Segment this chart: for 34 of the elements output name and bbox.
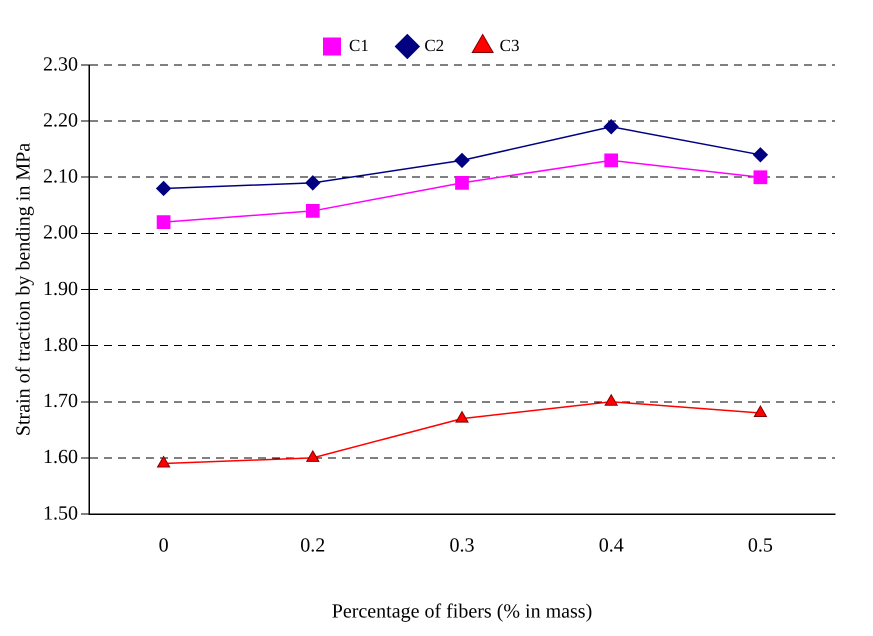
y-tick-label: 2.00 xyxy=(43,222,78,244)
x-tick-label: 0.3 xyxy=(450,534,474,556)
x-tick-label: 0.2 xyxy=(300,534,326,556)
point xyxy=(454,152,470,168)
y-tick-label: 1.80 xyxy=(43,334,78,356)
point xyxy=(754,405,767,417)
x-tick-label: 0.4 xyxy=(598,534,624,556)
y-tick-label: 2.30 xyxy=(43,53,78,76)
legend-label: C3 xyxy=(500,36,520,55)
point xyxy=(752,147,768,162)
point xyxy=(305,175,320,190)
point xyxy=(455,411,469,423)
point xyxy=(604,119,619,134)
x-tick-label: 0.5 xyxy=(748,534,773,556)
y-tick-label: 1.60 xyxy=(43,446,78,468)
x-axis-title: Percentage of fibers (% in mass) xyxy=(332,600,592,622)
y-tick-label: 2.20 xyxy=(43,109,78,132)
y-tick-label: 1.70 xyxy=(43,390,78,412)
point xyxy=(156,180,172,196)
point xyxy=(754,170,768,184)
point xyxy=(157,456,170,468)
legend-label: C1 xyxy=(348,36,369,55)
point xyxy=(604,154,618,168)
point xyxy=(306,204,320,218)
point xyxy=(455,176,469,190)
x-tick-label: 0 xyxy=(158,534,169,556)
y-tick-label: 2.10 xyxy=(43,166,78,188)
y-tick-label: 1.90 xyxy=(43,278,78,300)
point xyxy=(156,215,170,230)
point xyxy=(604,394,618,406)
y-axis-title: Strain of traction by bending in MPa xyxy=(12,142,34,436)
legend-label: C2 xyxy=(424,36,444,55)
point xyxy=(306,450,320,462)
y-tick-label: 1.50 xyxy=(43,502,78,524)
